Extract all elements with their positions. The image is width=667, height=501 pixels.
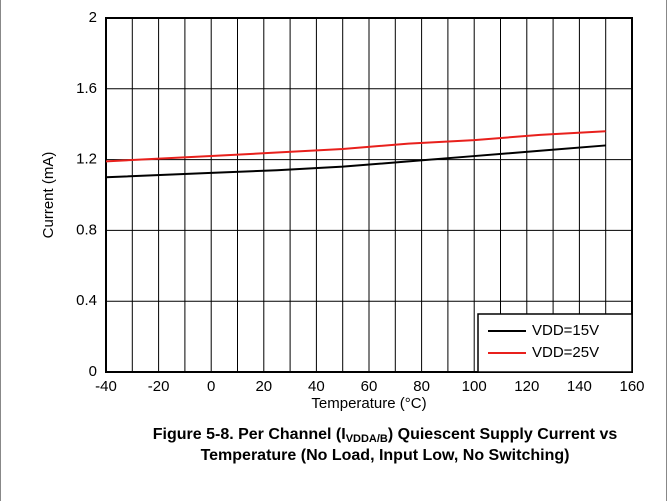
- x-tick-label: 120: [514, 378, 539, 395]
- y-tick-label: 0.4: [76, 292, 97, 309]
- x-tick-label: -40: [95, 378, 117, 395]
- x-tick-label: 40: [308, 378, 325, 395]
- y-axis-title: Current (mA): [40, 152, 57, 239]
- x-tick-label: 100: [462, 378, 487, 395]
- y-tick-label: 2: [89, 9, 97, 26]
- chart: Temperature (°C) Current (mA) 0 0.4 0.8 1.2…: [40, 9, 645, 412]
- y-tick-label: 1.6: [76, 80, 97, 97]
- x-tick-label: 0: [207, 378, 215, 395]
- caption: Figure 5-8. Per Channel (IVDDA/B) Quiesc…: [105, 424, 665, 466]
- caption-suffix: ) Quiescent Supply Current vs Temperatur…: [200, 426, 618, 464]
- x-axis-title: Temperature (°C): [311, 395, 426, 412]
- y-tick-label: 0: [89, 363, 97, 380]
- x-tick-label: 60: [361, 378, 378, 395]
- y-tick-label: 0.8: [76, 221, 97, 238]
- legend-label: VDD=25V: [532, 344, 599, 361]
- caption-prefix: Figure 5-8. Per Channel (I: [152, 426, 346, 443]
- x-tick-label: 140: [567, 378, 592, 395]
- legend-box: [477, 313, 633, 373]
- x-tick-label: 80: [413, 378, 430, 395]
- plot-frame: [105, 17, 633, 373]
- x-tick-label: -20: [148, 378, 170, 395]
- x-tick-label: 20: [255, 378, 272, 395]
- y-tick-label: 1.2: [76, 151, 97, 168]
- series-line: [105, 144, 606, 179]
- caption-subscript: VDDA/B: [345, 433, 388, 445]
- x-tick-label: 160: [619, 378, 644, 395]
- series-line: [105, 130, 606, 163]
- legend-label: VDD=15V: [532, 322, 599, 339]
